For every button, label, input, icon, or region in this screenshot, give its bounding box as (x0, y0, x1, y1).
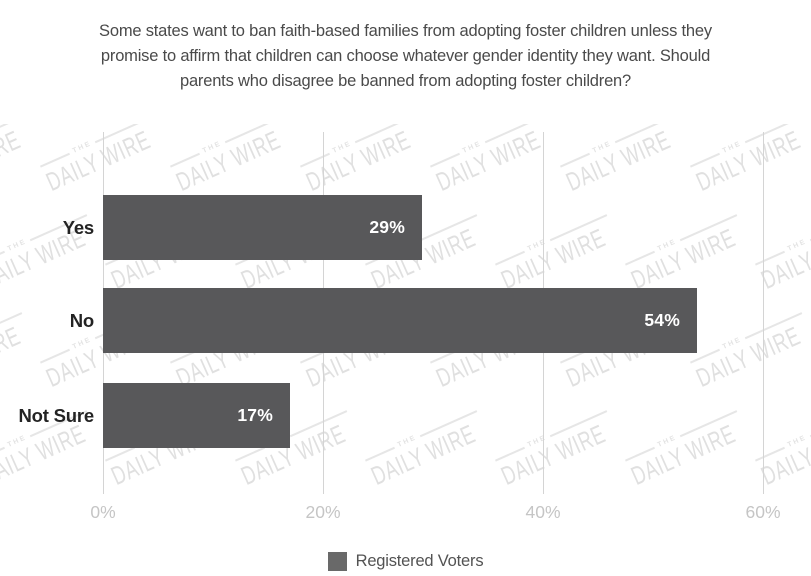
legend-label: Registered Voters (355, 551, 484, 570)
chart-title-line: parents who disagree be banned from adop… (179, 72, 632, 90)
x-tick-20pct: 20% (305, 502, 341, 522)
category-label-yes: Yes (62, 217, 94, 238)
bar-no[interactable]: 54% (103, 288, 697, 353)
chart-title-line: promise to affirm that children can choo… (100, 47, 711, 65)
chart-title: Some states want to ban faith-based fami… (0, 19, 811, 94)
x-tick-60pct: 60% (745, 502, 781, 522)
bar-not-sure[interactable]: 17% (103, 383, 290, 448)
watermark-wordmark: DAILY WIRE (0, 124, 25, 196)
watermark-the-text: THE (786, 434, 808, 449)
bar-value-label: 54% (644, 310, 680, 330)
chart-title-line: Some states want to ban faith-based fami… (99, 22, 712, 40)
x-tick-0pct: 0% (90, 502, 116, 522)
watermark-the-text: THE (786, 238, 808, 253)
bar-value-label: 29% (369, 217, 405, 237)
plot-area: 29% 54% 17% (103, 132, 771, 494)
bar-yes[interactable]: 29% (103, 195, 422, 260)
category-label-no: No (69, 310, 94, 331)
bar-value-label: 17% (237, 405, 273, 425)
legend-swatch (327, 551, 347, 571)
watermark-the-text: THE (71, 140, 93, 155)
category-label-not-sure: Not Sure (18, 405, 95, 426)
legend-item-registered-voters[interactable]: Registered Voters (0, 551, 811, 571)
x-tick-40pct: 40% (525, 502, 561, 522)
gridline-60pct (763, 132, 764, 494)
